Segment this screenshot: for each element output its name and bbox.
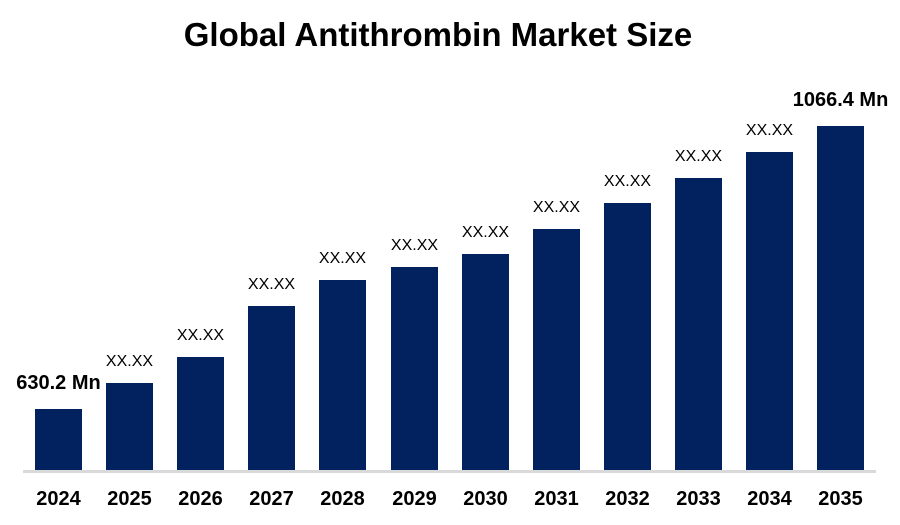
bar-value-label: XX.XX [674,148,723,165]
chart-title: Global Antithrombin Market Size [183,16,693,53]
bar [462,254,509,470]
bar [391,267,438,470]
bar-value-label: XX.XX [318,250,367,267]
bar-value-label: XX.XX [176,327,225,344]
x-axis-label: 2032 [605,488,650,510]
x-axis-label: 2029 [392,488,437,510]
x-axis-label: 2035 [818,488,863,510]
bar-value-label: XX.XX [461,224,510,241]
bar-value-label: 1066.4 Mn [792,89,889,111]
bar-value-label: XX.XX [105,353,154,370]
bar [533,229,580,470]
bar-value-label: XX.XX [532,199,581,216]
bar [817,126,864,470]
bar [604,203,651,470]
bar [746,152,793,470]
bar [35,409,82,470]
x-axis-label: 2031 [534,488,579,510]
x-axis-label: 2028 [320,488,365,510]
x-axis-label: 2024 [36,488,81,510]
bar [248,306,295,470]
x-axis-line [23,470,876,473]
bar-value-label: XX.XX [603,173,652,190]
x-axis-label: 2027 [249,488,294,510]
x-axis-label: 2033 [676,488,721,510]
x-axis-label: 2034 [747,488,792,510]
bar-value-label: XX.XX [745,122,794,139]
bar [106,383,153,470]
bar [675,178,722,470]
bar [177,357,224,470]
x-axis-label: 2026 [178,488,223,510]
bar-value-label: XX.XX [390,237,439,254]
x-axis-label: 2025 [107,488,152,510]
bar-value-label: 630.2 Mn [16,372,101,394]
bar-value-label: XX.XX [247,276,296,293]
x-axis-label: 2030 [463,488,508,510]
bar [319,280,366,470]
